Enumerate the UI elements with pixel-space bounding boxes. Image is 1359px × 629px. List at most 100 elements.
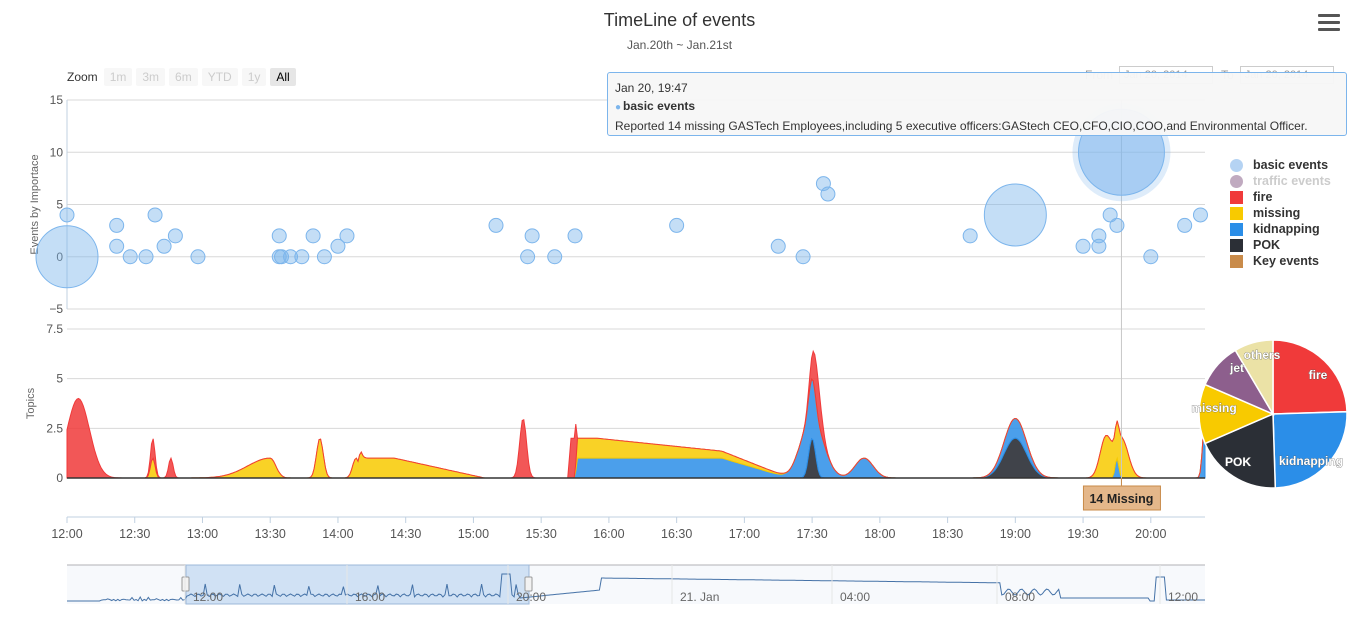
bubble-point [330,238,346,254]
bubble-point [983,183,1047,247]
top-y-tick-label: 10 [50,145,64,159]
x-axis-tick-label: 12:30 [119,527,150,541]
legend-swatch [1230,206,1243,220]
bubble-point [547,249,563,265]
pie-slice-fire [1272,339,1348,415]
legend-swatch [1230,190,1243,204]
chart-subtitle: Jan.20th ~ Jan.21st [626,38,733,52]
bottom-y-tick-label: 0 [56,471,63,485]
zoom-label: Zoom [67,70,98,84]
legend-swatch [1230,158,1243,172]
bubble-point [520,249,536,265]
tooltip-series: basic events [623,99,696,113]
zoom-button-1m[interactable]: 1m [103,68,133,86]
bubble-point [339,228,355,244]
x-axis-tick-label: 18:30 [932,527,963,541]
zoom-button-ytd[interactable]: YTD [201,68,238,86]
legend-item-traffic-events[interactable]: traffic events [1230,173,1331,189]
bubble-point [488,217,504,233]
x-axis-tick-label: 15:30 [526,527,557,541]
bubble-point [567,228,583,244]
legend-item-missing[interactable]: missing [1230,205,1331,221]
bubble-point [271,228,287,244]
navigator-tick-label: 16:00 [355,590,385,604]
legend-item-fire[interactable]: fire [1230,189,1331,205]
x-axis-tick-label: 13:30 [255,527,286,541]
bottom-y-tick-label: 7.5 [46,322,63,336]
pie-label-jet: jet [1229,361,1244,375]
bubble-point [35,225,99,289]
pie-label-others: others [1244,348,1281,362]
pie-label-kidnapping: kidnapping [1279,454,1343,468]
x-axis-tick-label: 18:00 [864,527,895,541]
bubble-point [109,238,125,254]
pie-slice-missing [1198,383,1275,445]
pie-label-missing: missing [1191,401,1236,415]
legend-item-basic-events[interactable]: basic events [1230,157,1331,173]
navigator-series-line [67,573,1205,602]
x-axis-tick-label: 16:00 [593,527,624,541]
bubble-point [1075,238,1091,254]
navigator-tick-label: 20:00 [516,590,546,604]
bubble-point [795,249,811,265]
zoom-button-all[interactable]: All [270,68,296,86]
tooltip-time: Jan 20, 19:47 [615,81,688,95]
legend-swatch [1230,174,1243,188]
event-tooltip: Jan 20, 19:47 ● basic events Reported 14 … [607,72,1347,136]
x-axis-tick-label: 14:00 [322,527,353,541]
top-y-tick-label: 5 [56,198,63,212]
navigator-tick-label: 08:00 [1005,590,1035,604]
legend-label: Key events [1253,254,1320,268]
bubble-point [59,207,75,223]
top-y-tick-label: 15 [50,93,64,107]
x-axis-tick-label: 19:30 [1067,527,1098,541]
navigator-right-handle[interactable] [524,576,533,592]
bubble-point [190,249,206,265]
navigator-tick-label: 04:00 [840,590,870,604]
legend-item-kidnapping[interactable]: kidnapping [1230,221,1331,237]
bubble-point [669,217,685,233]
bubble-point [820,186,836,202]
bottom-y-tick-label: 5 [56,372,63,386]
bubble-point [122,249,138,265]
legend-label: fire [1253,190,1273,204]
bottom-y-axis-title: Topics [25,387,37,419]
tooltip-series-dot: ● [615,102,622,113]
legend-label: missing [1253,206,1301,220]
flag-label: 14 Missing [1089,492,1153,506]
bubble-point [524,228,540,244]
pie-slice-POK [1204,412,1277,489]
zoom-button-6m[interactable]: 6m [169,68,198,86]
x-axis-tick-label: 17:30 [796,527,827,541]
pie-label-fire: fire [1309,368,1328,382]
x-axis-tick-label: 20:00 [1135,527,1166,541]
legend-item-pok[interactable]: POK [1230,237,1331,253]
bubble-point [1143,249,1159,265]
x-axis-tick-label: 19:00 [1000,527,1031,541]
pie-slice-others [1234,339,1274,417]
tooltip-text: Reported 14 missing GASTech Employees,in… [615,119,1308,133]
bottom-y-tick-label: 2.5 [46,421,63,435]
bubble-point [147,207,163,223]
zoom-button-3m[interactable]: 3m [136,68,166,86]
pie-slice-kidnapping [1272,410,1348,489]
bubble-point [305,228,321,244]
zoom-selector: Zoom 1m 3m 6m YTD 1y All [67,67,300,87]
bubble-point [1177,217,1193,233]
bubble-point [109,217,125,233]
export-menu-icon[interactable] [1318,14,1340,32]
legend-label: kidnapping [1253,222,1320,236]
top-y-axis-title: Events by Importace [29,154,41,254]
bubble-point [1192,207,1208,223]
legend-item-key-events[interactable]: Key events [1230,253,1331,269]
legend-swatch [1230,222,1243,236]
bubble-point [1091,238,1107,254]
bubble-point [138,249,154,265]
bubble-point [316,249,332,265]
x-axis-tick-label: 13:00 [187,527,218,541]
bubble-point [962,228,978,244]
legend: basic events traffic events fire missing kid… [1230,157,1331,269]
chart-title: TimeLine of events [603,10,756,30]
zoom-button-1y[interactable]: 1y [241,68,267,86]
